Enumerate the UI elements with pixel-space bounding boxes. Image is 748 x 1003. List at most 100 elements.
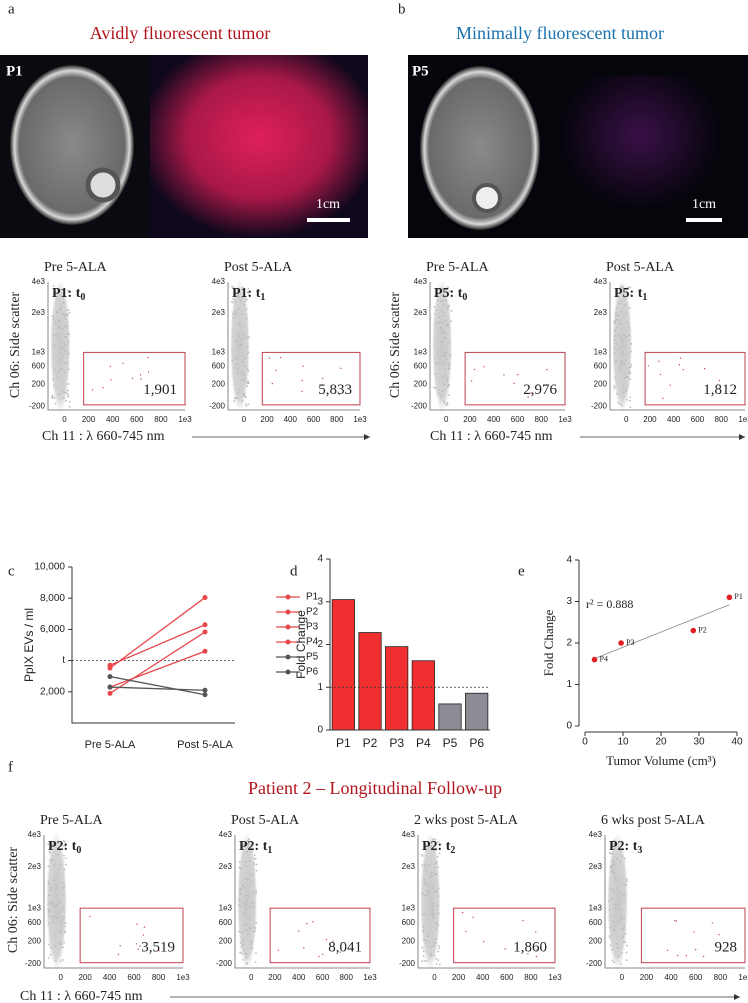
event <box>62 390 65 393</box>
event-count: 1,812 <box>703 382 737 398</box>
fluorescence <box>560 75 720 225</box>
plot-label: P2: t0 <box>48 839 81 856</box>
y-axis-label: PpIX EVs / ml <box>22 608 36 682</box>
event <box>629 406 632 409</box>
event <box>275 369 277 372</box>
point <box>202 629 208 635</box>
event <box>67 368 70 371</box>
event <box>445 351 448 354</box>
event <box>437 887 440 890</box>
event <box>446 376 449 379</box>
x-tick-label: 0 <box>62 415 67 424</box>
event <box>437 895 440 898</box>
legend-marker <box>285 669 291 675</box>
event-count: 928 <box>715 939 738 955</box>
event <box>89 915 91 918</box>
event <box>60 305 63 307</box>
event <box>51 858 54 861</box>
legend-marker <box>285 594 291 600</box>
event <box>303 947 305 949</box>
event <box>628 399 631 402</box>
event <box>338 393 341 395</box>
legend-label: P5 <box>306 652 319 663</box>
legend-label: P6 <box>306 667 319 678</box>
y-tick-label: -200 <box>29 401 46 410</box>
event <box>621 936 624 939</box>
y-tick-label: 600 <box>212 362 226 371</box>
y-axis-label: Ch 06: Side scatter <box>8 292 23 398</box>
plot-label: P5: t1 <box>614 286 647 303</box>
event <box>51 394 54 397</box>
event <box>627 287 630 290</box>
y-tick-label: t <box>62 655 65 666</box>
y-tick-label: -200 <box>399 959 416 968</box>
event <box>647 365 650 367</box>
event <box>52 334 55 337</box>
event <box>433 305 436 308</box>
event <box>232 316 235 319</box>
y-tick-label: 1e3 <box>28 903 42 912</box>
y-tick-label: 200 <box>414 380 428 389</box>
event <box>53 321 56 323</box>
event <box>711 922 714 924</box>
x-tick-label: 800 <box>330 415 344 424</box>
event <box>611 852 614 855</box>
event <box>247 380 250 383</box>
x-tick-label: 0 <box>582 737 588 748</box>
event <box>617 302 620 304</box>
y-tick-label: 1e3 <box>212 348 226 357</box>
event <box>675 920 678 922</box>
x-axis-label: Ch 11 : λ 660-745 nm <box>42 429 165 444</box>
event <box>445 290 447 293</box>
event <box>52 318 55 320</box>
y-tick-label: 1e3 <box>414 348 428 357</box>
event <box>246 839 249 842</box>
event <box>470 380 473 382</box>
event <box>54 959 57 962</box>
event <box>52 901 54 904</box>
event <box>131 377 134 379</box>
event <box>53 879 56 882</box>
event <box>64 399 67 402</box>
event <box>231 285 233 288</box>
panel-letter: c <box>8 563 15 579</box>
event <box>440 300 442 303</box>
event <box>242 337 245 340</box>
event <box>437 389 440 392</box>
event <box>244 297 247 300</box>
point <box>107 674 113 680</box>
y-tick-label: 600 <box>594 362 608 371</box>
event <box>247 878 249 881</box>
event <box>57 349 59 352</box>
x-tick-label: P4 <box>416 736 431 750</box>
plot-label: P2: t2 <box>422 839 455 856</box>
event <box>435 938 438 940</box>
event <box>241 297 244 299</box>
event <box>251 902 253 905</box>
event <box>301 390 303 393</box>
event <box>693 931 695 933</box>
event <box>625 959 628 962</box>
event <box>513 382 515 385</box>
event <box>422 926 425 929</box>
y-tick-label: 4 <box>317 554 323 565</box>
event <box>245 308 248 310</box>
event <box>421 946 424 949</box>
event <box>629 293 632 296</box>
event <box>241 399 244 402</box>
event <box>143 926 146 928</box>
event <box>54 945 57 948</box>
event <box>59 357 62 359</box>
x-tick-label: 600 <box>691 415 705 424</box>
plot-label-sub: 1 <box>642 292 647 303</box>
event <box>268 357 271 359</box>
event <box>48 883 51 886</box>
event <box>445 319 448 322</box>
event <box>239 898 241 901</box>
event <box>54 402 57 405</box>
y-tick-label: 2e3 <box>212 308 226 317</box>
event <box>340 367 342 369</box>
event <box>611 898 614 901</box>
event <box>625 359 628 362</box>
plot-label: P2: t3 <box>609 839 642 856</box>
